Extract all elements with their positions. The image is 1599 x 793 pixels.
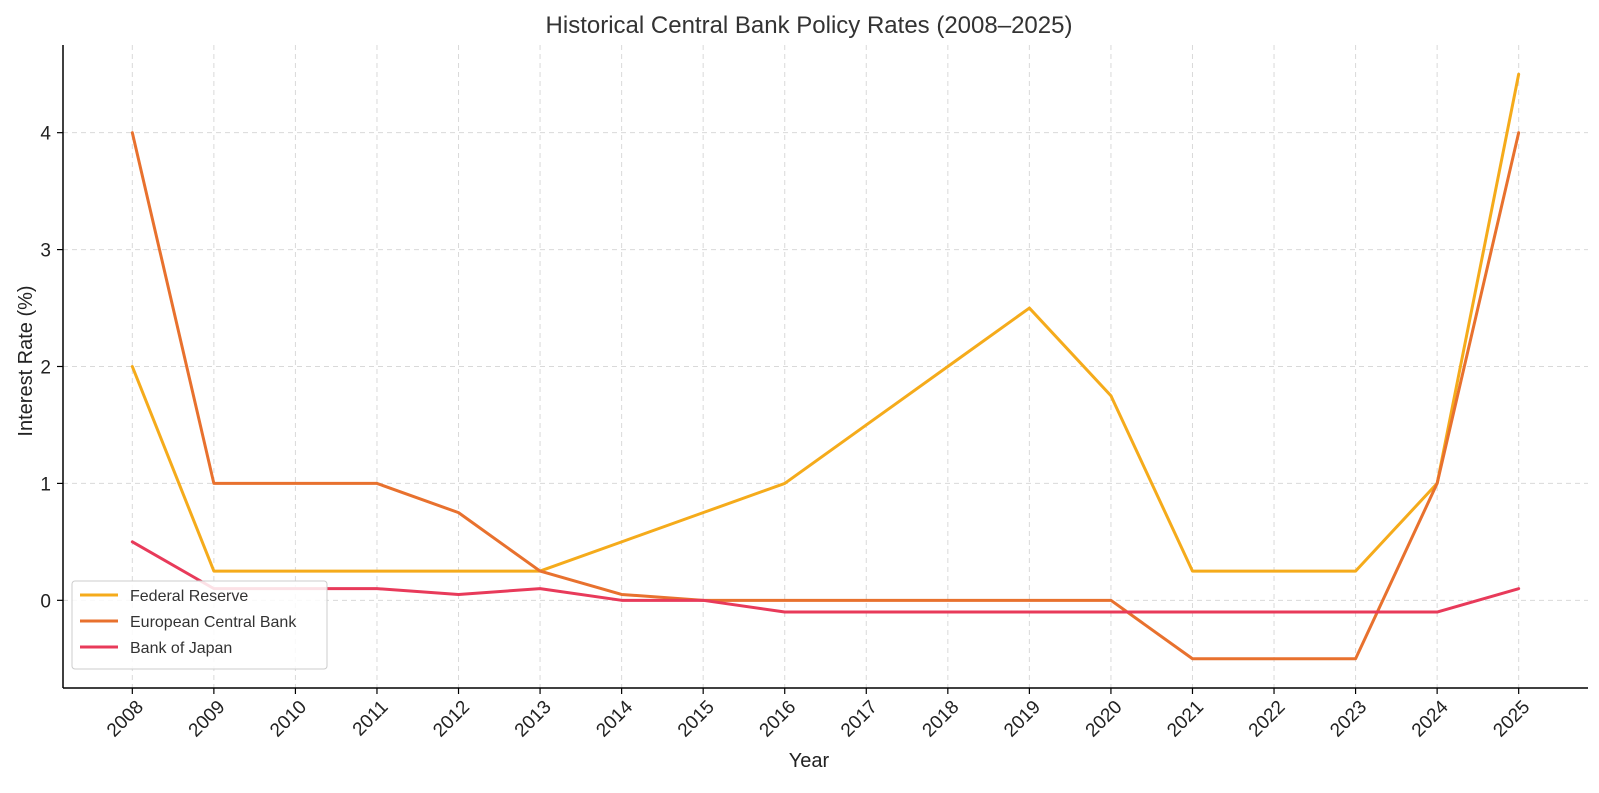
y-axis-ticks: 0 1 2 3 4 [40, 124, 63, 612]
x-tick-label: 2014 [592, 696, 637, 741]
series-line-federal-reserve [130, 72, 1521, 573]
series-line-european-central-bank [130, 131, 1521, 661]
x-tick-label: 2025 [1489, 697, 1534, 742]
legend-label-bank-of-japan[interactable]: Bank of Japan [130, 640, 232, 657]
series-line-bank-of-japan [130, 540, 1521, 614]
x-tick-label: 2018 [919, 697, 964, 742]
x-tick-label: 2022 [1245, 697, 1290, 742]
x-tick-label: 2023 [1326, 697, 1371, 742]
series-lines [130, 72, 1521, 661]
x-tick-label: 2024 [1408, 696, 1453, 741]
x-tick-label: 2017 [837, 697, 882, 742]
y-tick-label: 2 [40, 358, 51, 379]
x-tick-label: 2020 [1082, 697, 1127, 742]
y-tick-label: 1 [40, 474, 51, 495]
x-tick-label: 2013 [511, 697, 556, 742]
x-tick-label: 2010 [266, 697, 311, 742]
x-tick-label: 2015 [674, 697, 719, 742]
x-tick-label: 2012 [429, 697, 474, 742]
x-tick-label: 2019 [1000, 697, 1045, 742]
x-tick-label: 2009 [185, 697, 230, 742]
legend[interactable]: Federal Reserve European Central Bank Bank… [71, 580, 328, 670]
x-tick-label: 2021 [1163, 697, 1208, 742]
y-tick-label: 4 [40, 124, 51, 145]
y-tick-label: 0 [40, 591, 51, 612]
legend-box [71, 580, 328, 670]
legend-label-european-central-bank[interactable]: European Central Bank [130, 614, 297, 631]
x-tick-label: 2008 [103, 697, 148, 742]
x-axis-ticks: 2008 2009 2010 2011 2012 2013 2014 2015 2016 2017… [103, 688, 1534, 741]
x-tick-label: 2011 [349, 697, 393, 741]
legend-label-federal-reserve[interactable]: Federal Reserve [130, 588, 248, 605]
chart-title: Historical Central Bank Policy Rates (20… [546, 12, 1073, 39]
x-axis-title: Year [789, 750, 830, 772]
y-axis-title: Interest Rate (%) [15, 285, 37, 436]
x-tick-label: 2016 [756, 697, 801, 742]
y-tick-label: 3 [40, 241, 51, 262]
